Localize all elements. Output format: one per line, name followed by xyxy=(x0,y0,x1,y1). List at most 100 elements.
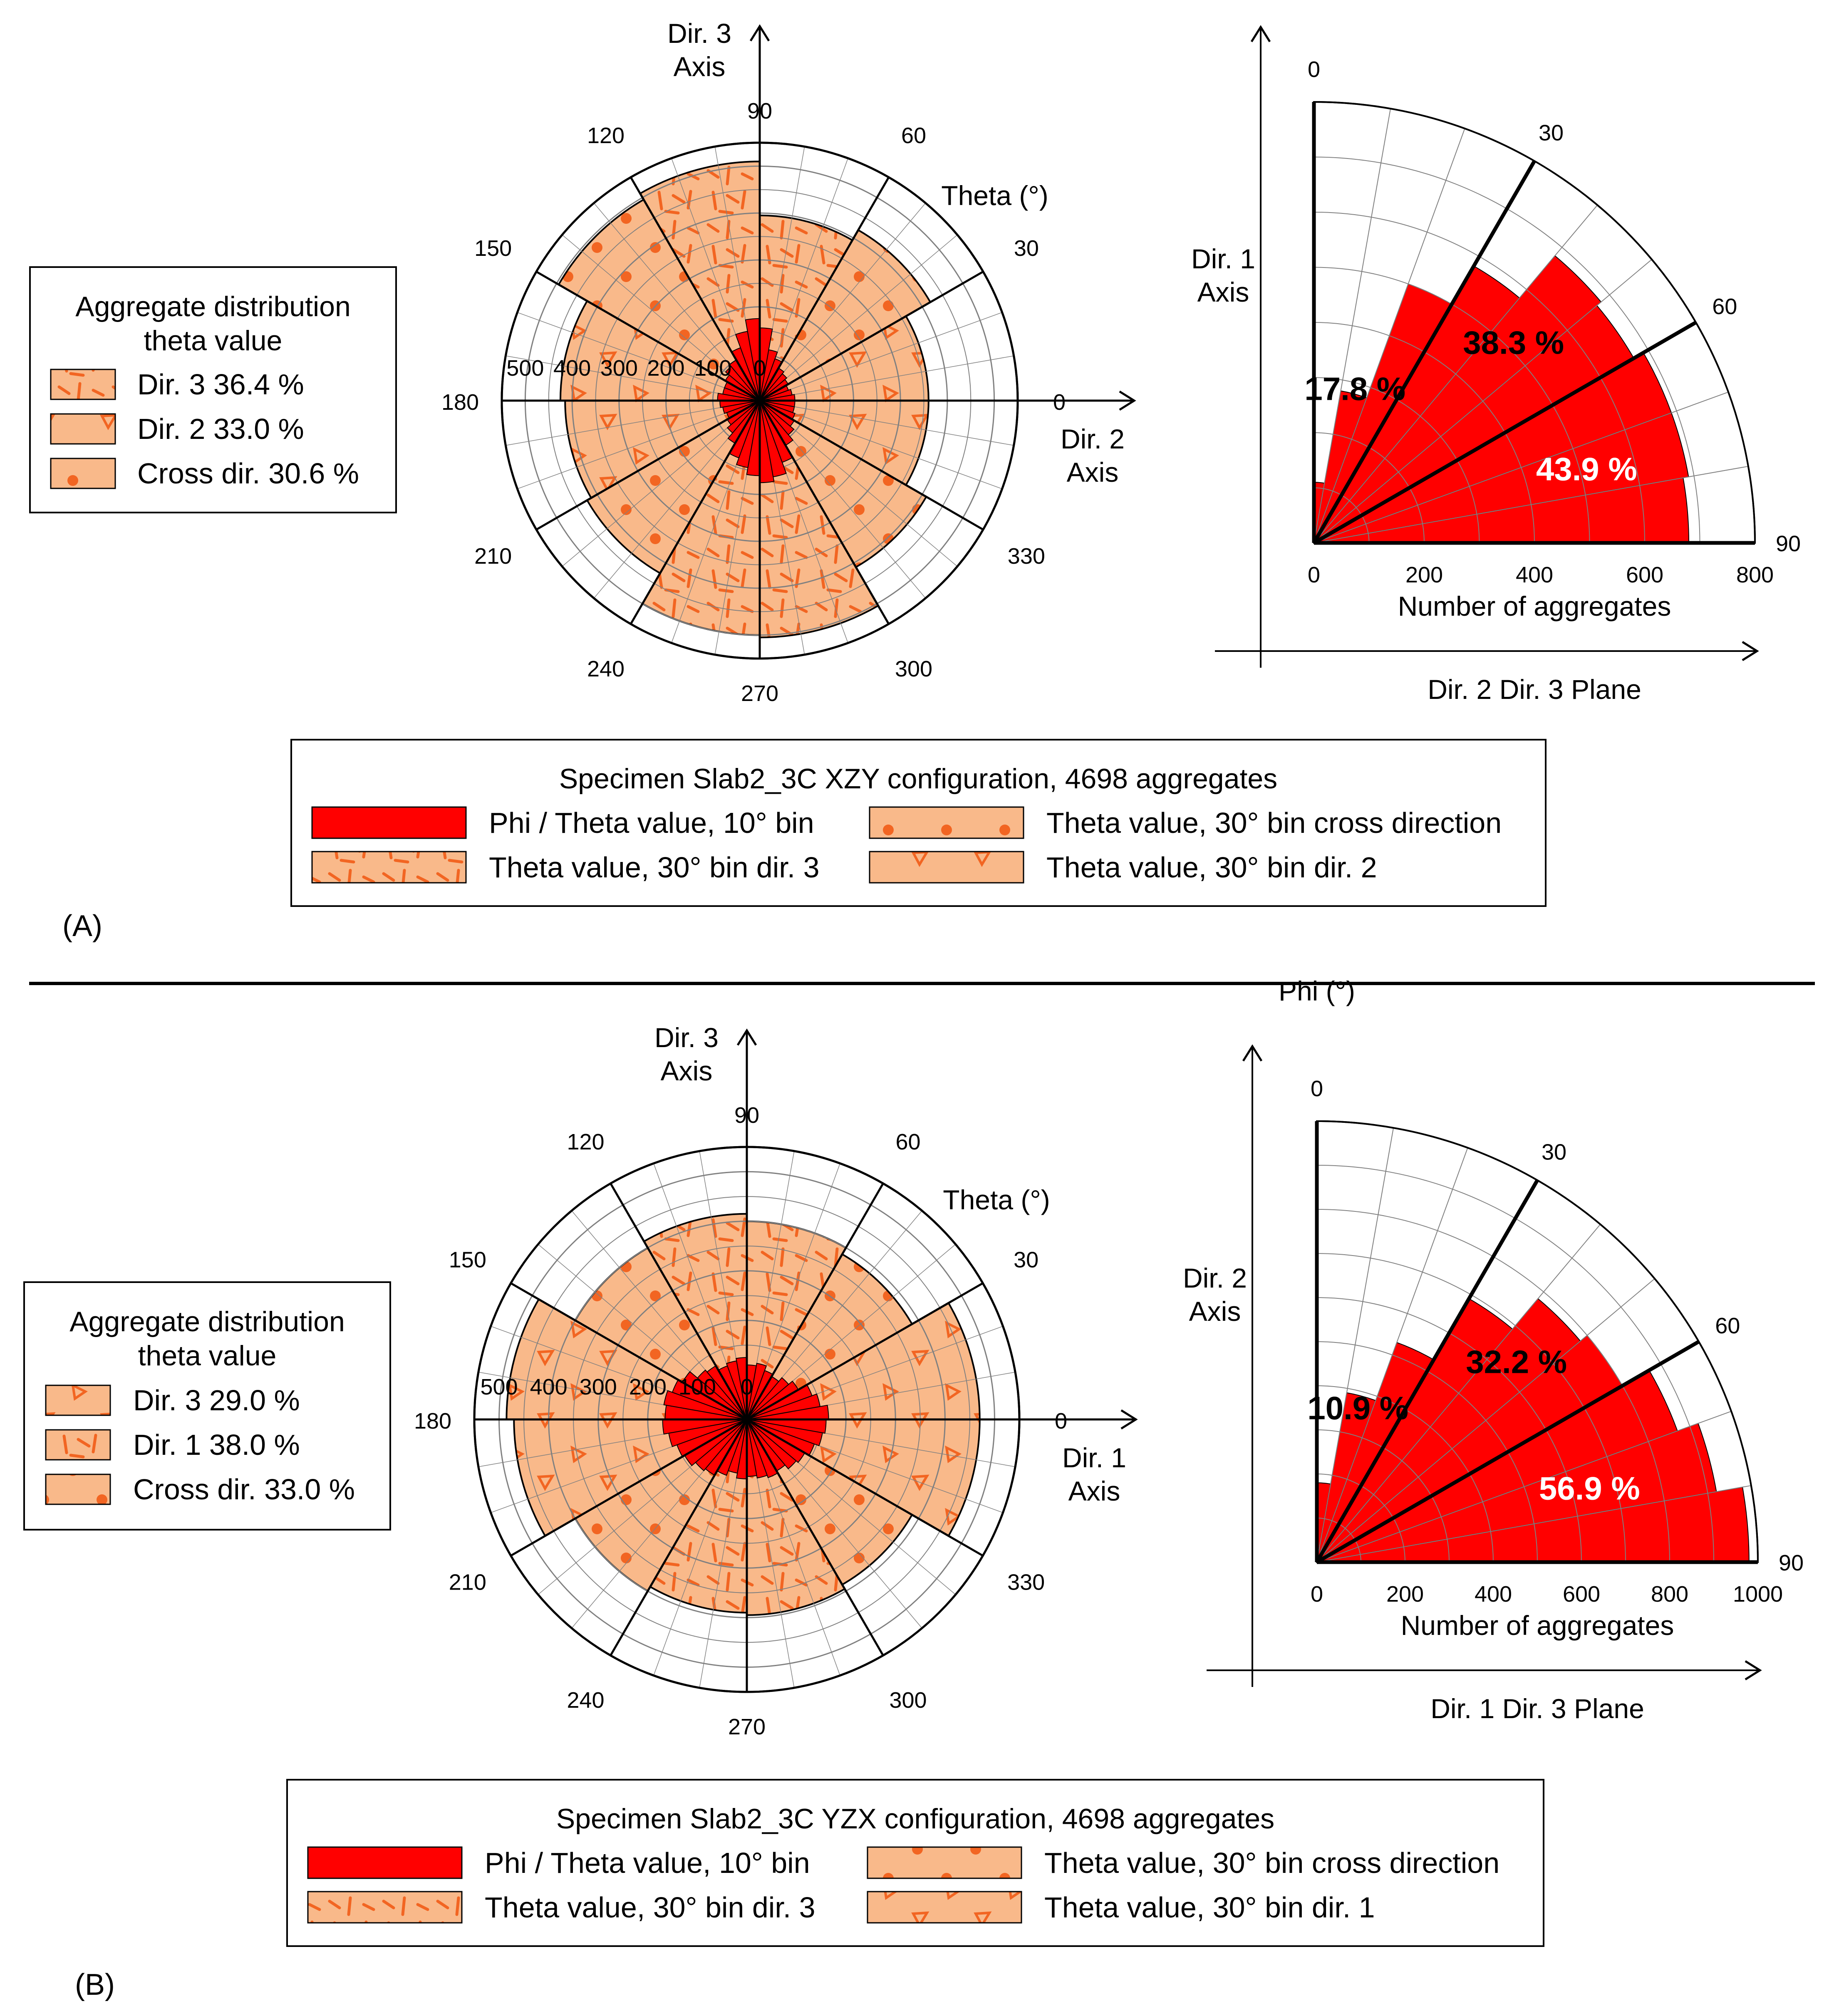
quarter-b-grid-arc-600 xyxy=(1316,1297,1582,1563)
rose-a-up-axis-label-line1: Dir. 3 xyxy=(667,18,731,49)
panel-a: 0306090120150180210240270300330010020030… xyxy=(29,18,1801,943)
specimen-legend-a-tri-swatch xyxy=(869,851,1024,884)
specimen-legend-b-red-swatch xyxy=(307,1846,463,1879)
rose-b-up-axis-label-line1: Dir. 3 xyxy=(654,1022,719,1053)
quarter-a-phi-tick-0: 0 xyxy=(1308,57,1320,82)
rose-a-radial-label-200: 200 xyxy=(647,356,684,381)
quarter-a-r-tick-200: 200 xyxy=(1405,562,1443,587)
theta-legend-a-title1: Aggregate distribution xyxy=(75,291,351,322)
specimen-legend-a-dash-swatch xyxy=(311,851,467,884)
phi-quarter-chart-b: 0 30 60 90 0 200 400 600 800 1000 10.9 % 32.2 % 56.9… xyxy=(1307,1076,1804,1607)
rose-b-angle-label-240: 240 xyxy=(567,1688,604,1713)
rose-b-angle-label-120: 120 xyxy=(567,1129,604,1154)
rose-b-right-arrowhead xyxy=(1120,1409,1138,1430)
rose-b-main-spoke-240 xyxy=(610,1419,748,1656)
rose-a-main-spoke-150 xyxy=(535,270,761,402)
specimen-legend-a-dash-label: Theta value, 30° bin dir. 3 xyxy=(489,851,820,884)
quarter-a-region-pct-2: 38.3 % xyxy=(1463,324,1564,361)
rose-a-angle-label-150: 150 xyxy=(474,236,512,261)
theta-legend-b-swatch-1 xyxy=(45,1384,111,1416)
rose-a-angle-label-30: 30 xyxy=(1014,236,1039,261)
rose-a-main-spoke-30 xyxy=(759,270,984,402)
rose-a-spoke-170 xyxy=(506,355,760,401)
rose-b-up-arrowhead xyxy=(736,1028,757,1046)
specimen-legend-b-title: Specimen Slab2_3C YZX configuration, 469… xyxy=(556,1803,1274,1835)
quarter-a-region-pct-1: 17.8 % xyxy=(1304,370,1405,407)
rose-b-angle-label-330: 330 xyxy=(1007,1570,1045,1595)
rose-b-red-bin-40 xyxy=(746,1377,789,1420)
quarter-b-r-tick-400: 400 xyxy=(1475,1582,1512,1607)
quarter-b-grid-arc-800 xyxy=(1316,1209,1670,1563)
quarter-a-frame-right-arrowhead xyxy=(1742,641,1759,661)
rose-a-angle-label-90: 90 xyxy=(747,99,772,124)
quarter-a-grid-arc-600 xyxy=(1314,212,1645,543)
specimen-legend-b-tri-label: Theta value, 30° bin dir. 1 xyxy=(1044,1891,1375,1924)
theta-legend-b-swatch-3 xyxy=(45,1474,111,1505)
quarter-b-grid-arc-300 xyxy=(1316,1429,1450,1563)
specimen-legend-a-red-swatch xyxy=(311,806,467,839)
rose-a-angle-label-270: 270 xyxy=(741,681,778,706)
quarter-a-r-tick-400: 400 xyxy=(1516,562,1553,587)
quarter-b-up-axis-label-line2: Axis xyxy=(1189,1296,1241,1327)
rose-a-main-spoke-330 xyxy=(759,399,984,531)
rose-b-main-spoke-150 xyxy=(510,1282,748,1421)
theta-legend-b-title1: Aggregate distribution xyxy=(69,1306,345,1337)
quarter-a-grid-arc-300 xyxy=(1314,377,1480,543)
theta-legend-a-title2: theta value xyxy=(144,325,283,357)
theta-legend-a-swatch-2 xyxy=(50,413,116,445)
rose-b-angle-label-150: 150 xyxy=(449,1248,486,1273)
quarter-b-grid-arc-200 xyxy=(1316,1474,1405,1563)
quarter-b-spoke-80 xyxy=(1316,1485,1752,1563)
rose-a-theta-bin-270 xyxy=(759,397,880,639)
theta-legend-a-swatch-3 xyxy=(50,458,116,489)
quarter-b-spoke-70 xyxy=(1316,1411,1732,1563)
specimen-legend-a-red-label: Phi / Theta value, 10° bin xyxy=(489,807,814,839)
theta-legend-a-label-1: Dir. 3 36.4 % xyxy=(137,368,304,401)
quarter-a-up-axis-label-line2: Axis xyxy=(1197,277,1249,307)
rose-a-angle-label-120: 120 xyxy=(587,123,625,148)
rose-a-main-spoke-120 xyxy=(630,176,761,401)
rose-a-radial-label-100: 100 xyxy=(694,356,731,381)
rose-chart-b: 0 30 60 90 120 150 180 210 240 270 300 330 0 100 200 30… xyxy=(414,1028,1138,1739)
rose-b-angle-label-0: 0 xyxy=(1055,1409,1067,1434)
quarter-a-region-pct-3: 43.9 % xyxy=(1536,451,1637,487)
quarter-b-divider-30 xyxy=(1315,1179,1539,1563)
quarter-a-divider-30 xyxy=(1312,160,1536,544)
quarter-b-grid-arc-400 xyxy=(1316,1385,1494,1563)
specimen-legend-b: Specimen Slab2_3C YZX configuration, 469… xyxy=(286,1779,1544,1947)
rose-b-main-spoke-30 xyxy=(746,1282,984,1421)
quarter-a-phi-tick-90: 90 xyxy=(1776,531,1801,556)
theta-legend-b-label-2: Dir. 1 38.0 % xyxy=(133,1429,300,1461)
quarter-a-outer-arc xyxy=(1314,101,1756,543)
rose-a-spoke-220 xyxy=(562,400,760,567)
quarter-a-xlabel: Number of aggregates xyxy=(1398,591,1671,622)
quarter-b-grid-arc-700 xyxy=(1316,1253,1626,1563)
quarter-b-grid-arc-100 xyxy=(1316,1518,1361,1563)
rose-b-angle-label-300: 300 xyxy=(889,1688,927,1713)
quarter-a-up-axis-label-line1: Dir. 1 xyxy=(1191,243,1255,274)
quarter-b-r-tick-0: 0 xyxy=(1311,1582,1323,1607)
quarter-b-phi-tick-90: 90 xyxy=(1779,1550,1804,1575)
quarter-b-grid-arc-500 xyxy=(1316,1341,1538,1563)
rose-b-angle-label-30: 30 xyxy=(1014,1248,1038,1273)
theta-legend-b-swatch-2 xyxy=(45,1429,111,1461)
quarter-b-r-tick-1000: 1000 xyxy=(1733,1582,1783,1607)
quarter-a-spoke-20 xyxy=(1314,128,1465,543)
rose-b-main-spoke-120 xyxy=(610,1183,748,1420)
specimen-legend-b-dash-label: Theta value, 30° bin dir. 3 xyxy=(485,1891,815,1924)
quarter-b-region-pct-1: 10.9 % xyxy=(1307,1389,1408,1426)
theta-legend-a: Aggregate distribution theta value Dir. … xyxy=(29,266,397,513)
quarter-a-plane-label: Dir. 2 Dir. 3 Plane xyxy=(1428,674,1641,705)
quarter-b-region-pct-3: 56.9 % xyxy=(1539,1470,1640,1506)
quarter-b-frame-right-arrowhead xyxy=(1745,1660,1762,1681)
panel-b: 0306090120150180210240270300330010020030… xyxy=(23,976,1804,2001)
theta-legend-b-label-3: Cross dir. 33.0 % xyxy=(133,1473,355,1506)
rose-a-up-axis-label-line2: Axis xyxy=(674,51,726,82)
rose-a-angle-label-210: 210 xyxy=(474,544,512,569)
quarter-b-outer-arc xyxy=(1316,1120,1759,1563)
rose-b-angle-label-210: 210 xyxy=(449,1570,486,1595)
rose-b-main-spoke-210 xyxy=(510,1418,748,1557)
quarter-a-frame-up-arrowhead xyxy=(1250,25,1271,42)
specimen-legend-b-red-label: Phi / Theta value, 10° bin xyxy=(485,1847,810,1879)
quarter-a-divider-60 xyxy=(1313,321,1697,545)
